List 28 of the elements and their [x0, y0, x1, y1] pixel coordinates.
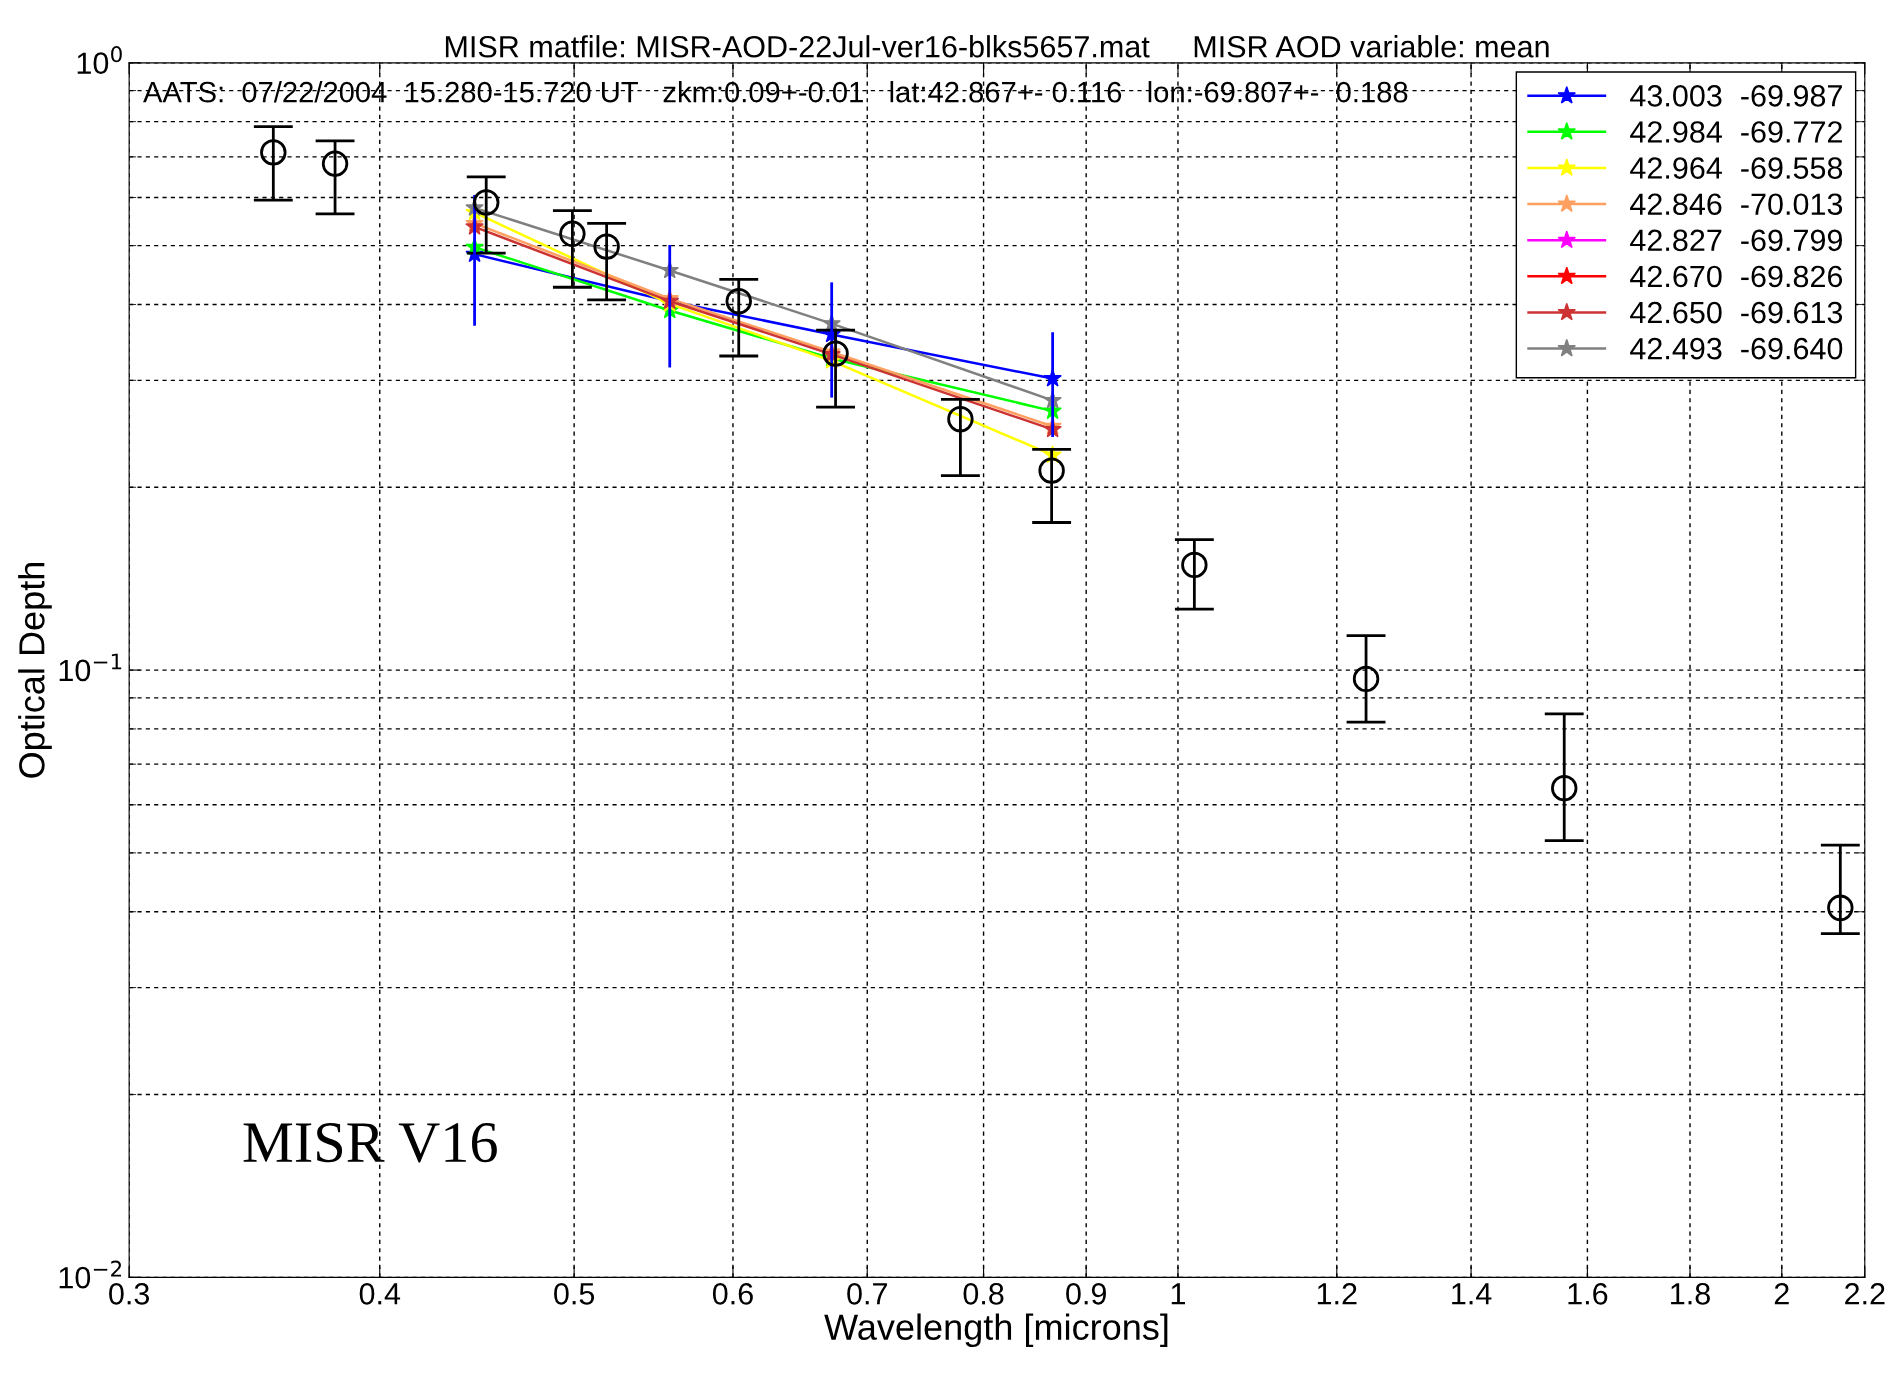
legend-label: 42.827 -69.799 — [1630, 229, 1842, 252]
x-tick-label: 1 — [1171, 1283, 1185, 1305]
annotation: MISR V16 — [243, 1123, 497, 1163]
x-tick-label: 1.6 — [1568, 1283, 1608, 1305]
x-tick-label: 0.6 — [712, 1283, 753, 1305]
x-axis-title: Wavelength [microns] — [824, 1313, 1168, 1348]
x-tick-label: 2 — [1774, 1283, 1789, 1305]
x-tick-label: 0.8 — [963, 1283, 1004, 1305]
y-axis-title: Optical Depth — [18, 563, 52, 778]
x-tick-label: 0.5 — [554, 1283, 595, 1305]
legend-label: 42.493 -69.640 — [1630, 337, 1843, 360]
y-tick-label: 10$^{−1}$ — [59, 653, 122, 682]
legend-label: 43.003 -69.987 — [1630, 85, 1842, 107]
legend-label: 42.846 -70.013 — [1630, 193, 1843, 216]
legend-label: 42.964 -69.558 — [1630, 157, 1843, 179]
x-tick-label: 1.4 — [1452, 1283, 1492, 1305]
legend-label: 42.670 -69.826 — [1630, 265, 1843, 288]
x-tick-label: 1.8 — [1671, 1283, 1710, 1305]
legend-label: 42.984 -69.772 — [1630, 121, 1842, 143]
x-tick-label: 1.2 — [1317, 1283, 1357, 1305]
y-tick-label: 10$^{0}$ — [77, 46, 122, 74]
x-tick-label: 0.7 — [847, 1283, 887, 1305]
chart-title: MISR matfile: MISR-AOD-22Jul-ver16-blks5657.mat MISR AOD variable: mean — [445, 35, 1549, 58]
x-tick-label: 2.2 — [1845, 1283, 1885, 1305]
legend-label: 42.650 -69.613 — [1630, 301, 1843, 324]
x-tick-label: 0.4 — [359, 1283, 401, 1305]
x-tick-label: 0.9 — [1066, 1283, 1106, 1305]
annotation: AATS: 07/22/2004 15.280-15.720 UT zkm:0.09+-0.01 lat:42.867+- 0.116 lon:-69.807+- 0.188 — [143, 81, 1408, 103]
